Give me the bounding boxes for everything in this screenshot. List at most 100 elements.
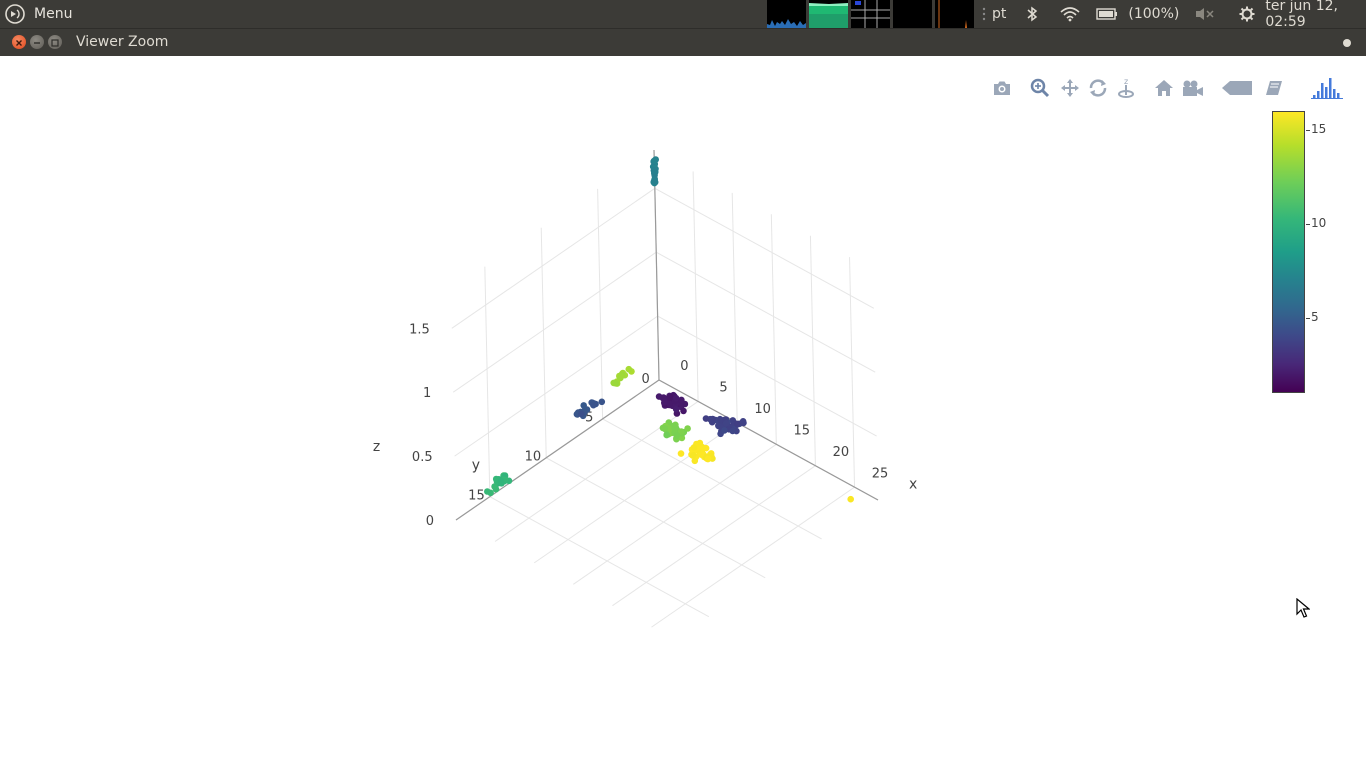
plotly-modebar: z [990,76,1348,100]
data-point[interactable] [625,365,633,373]
data-point[interactable] [689,452,697,459]
y-axis-title: y [472,458,480,474]
reset-camera-home-icon[interactable] [1152,76,1176,100]
data-point[interactable] [729,427,736,435]
data-point[interactable] [702,444,710,452]
data-point[interactable] [578,410,585,418]
data-point[interactable] [672,394,680,402]
window-titlebar[interactable]: Viewer Zoom [0,28,1366,57]
menu-label: Menu [34,6,73,22]
data-point[interactable] [729,417,737,424]
data-point[interactable] [617,373,625,380]
x-tick-label: 5 [719,381,727,396]
data-point[interactable] [716,415,724,423]
data-point[interactable] [580,402,587,409]
bluetooth-icon[interactable] [1026,6,1038,22]
data-point[interactable] [666,394,674,401]
wall-gridline [451,187,656,329]
data-point[interactable] [666,400,673,408]
data-point[interactable] [691,457,699,465]
wall-gridline [597,188,604,419]
data-point[interactable] [491,483,498,490]
hover-closest-icon[interactable] [1220,76,1254,100]
zoom-icon[interactable] [1026,76,1054,100]
wall-gridline [657,315,877,437]
y-tick-label: 15 [468,489,485,504]
data-point[interactable] [650,157,658,165]
maximize-window-button[interactable] [48,35,62,49]
maximize-icon [51,39,59,47]
wifi-icon[interactable] [1060,6,1080,22]
data-point[interactable] [847,495,854,503]
floor-gridline [602,418,822,540]
data-point[interactable] [696,439,704,447]
x-axis-line [658,379,879,501]
x-tick-label: 15 [793,424,810,439]
menu-button[interactable]: Menu [4,3,72,25]
data-point[interactable] [610,379,617,387]
data-point[interactable] [663,431,670,439]
load-monitor-graph [935,0,974,28]
data-point[interactable] [722,420,730,427]
volume-muted-icon[interactable] [1195,7,1215,21]
battery-icon[interactable] [1096,8,1118,20]
z-axis-title: z [373,439,380,455]
reset-camera-last-save-icon[interactable] [1180,76,1206,100]
top-panel: Menu pt (100%) [0,0,1366,30]
wall-gridline [654,187,875,309]
data-point[interactable] [598,398,606,406]
toggle-spike-lines-icon[interactable] [1262,76,1286,100]
wall-gridline [770,214,777,445]
data-point[interactable] [702,415,710,422]
minimize-window-button[interactable] [30,35,44,49]
turntable-rotation-icon[interactable]: z [1114,76,1138,100]
memory-monitor-graph [809,0,848,28]
data-point[interactable] [678,428,685,435]
data-point[interactable] [697,451,705,458]
pan-icon[interactable] [1058,76,1082,100]
data-point[interactable] [661,399,668,406]
session-gear-icon[interactable] [1239,6,1255,22]
floor-gridline [489,496,710,618]
camera-icon[interactable] [990,76,1014,100]
data-point[interactable] [661,425,668,432]
data-point[interactable] [651,168,658,175]
battery-percentage[interactable]: (100%) [1128,6,1180,22]
data-point[interactable] [708,418,716,426]
plotly-logo-icon[interactable] [1310,76,1344,100]
data-point[interactable] [739,418,747,425]
wall-gridline [809,235,816,466]
wall-gridline [540,227,547,458]
wall-gridline [692,171,699,402]
data-point[interactable] [677,450,685,457]
data-point[interactable] [680,407,687,415]
x-tick-label: 10 [754,402,771,417]
data-point[interactable] [721,427,728,434]
data-point[interactable] [590,401,597,409]
data-point[interactable] [651,176,658,184]
x-tick-label: 25 [872,466,889,481]
z-axis-line [653,149,660,381]
close-window-button[interactable] [12,35,26,49]
data-point[interactable] [497,477,505,485]
data-point[interactable] [672,405,680,413]
x-tick-label: 0 [680,359,688,374]
network-monitor-graph [851,0,890,28]
z-tick-label: 1.5 [409,322,430,337]
keyboard-layout-indicator[interactable]: pt [992,6,1007,22]
data-point[interactable] [484,488,491,495]
data-point[interactable] [678,396,685,404]
wall-gridline [849,257,856,488]
system-monitor-graphs[interactable] [767,0,974,28]
wall-gridline [452,251,657,393]
data-point[interactable] [673,432,681,439]
clock[interactable]: ter jun 12, 02:59 [1265,0,1339,30]
data-point[interactable] [690,444,698,451]
colorbar-tick-label: 10 [1305,216,1327,230]
orbit-rotation-icon[interactable] [1086,76,1110,100]
data-point[interactable] [734,420,741,428]
data-point[interactable] [684,425,691,432]
menu-logo-icon [5,4,25,24]
data-point[interactable] [704,455,712,463]
